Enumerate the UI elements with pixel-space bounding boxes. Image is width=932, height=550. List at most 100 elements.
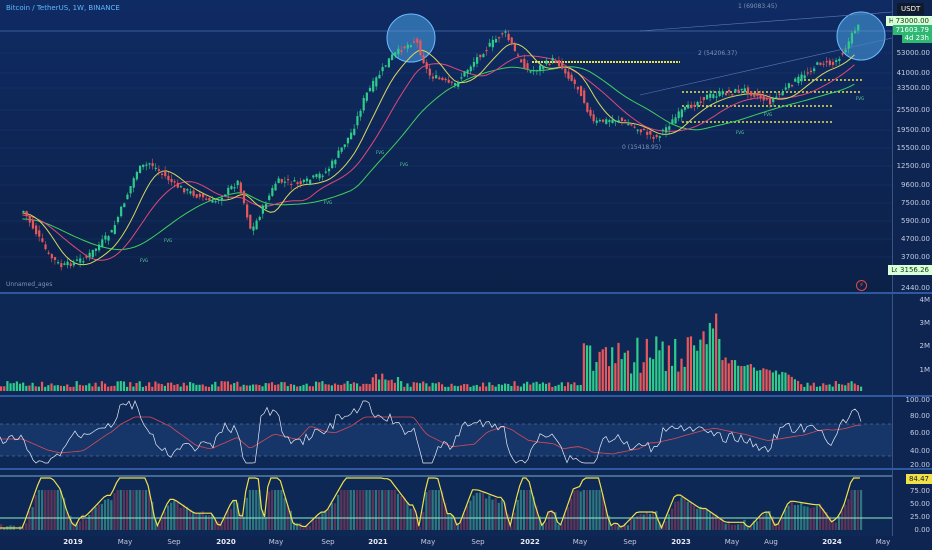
pane-separator[interactable] bbox=[0, 292, 932, 294]
time-label: 2021 bbox=[368, 538, 388, 546]
last-price-tag: 71603.79 bbox=[892, 25, 932, 35]
adx-bar bbox=[0, 524, 3, 530]
candle bbox=[283, 181, 287, 183]
adx-bar bbox=[819, 503, 822, 530]
adx-bar bbox=[437, 490, 441, 530]
volume-bar bbox=[481, 382, 485, 391]
candle bbox=[132, 178, 135, 188]
volume-bar bbox=[245, 385, 248, 391]
price-chart[interactable] bbox=[0, 0, 892, 292]
price-plot[interactable] bbox=[0, 0, 892, 292]
adx-bar bbox=[34, 494, 37, 530]
candle bbox=[765, 98, 768, 100]
price-grid bbox=[0, 52, 892, 258]
currency-button[interactable]: USDT bbox=[897, 3, 925, 15]
candle bbox=[548, 63, 551, 66]
adx-bar bbox=[270, 490, 274, 530]
volume-bar bbox=[774, 370, 778, 391]
symbol-title[interactable]: Bitcoin / TetherUS, 1W, BINANCE bbox=[6, 4, 120, 12]
volume-bar bbox=[18, 383, 22, 391]
volume-bar bbox=[844, 385, 847, 391]
rsi-pane[interactable]: 100.00 80.00 60.00 40.00 20.00 bbox=[0, 396, 932, 469]
adx-bar bbox=[198, 513, 201, 530]
adx-bar bbox=[522, 490, 526, 530]
time-label: 2020 bbox=[216, 538, 236, 546]
adx-bar bbox=[406, 502, 409, 530]
volume-bar bbox=[355, 383, 359, 391]
volume-bar bbox=[630, 373, 633, 391]
candle bbox=[661, 129, 665, 132]
volume-bar bbox=[677, 371, 680, 391]
candle bbox=[602, 119, 605, 122]
price-axis[interactable]: 53000.00 41000.00 33500.00 25500.00 1950… bbox=[892, 0, 932, 292]
adx-bar bbox=[264, 516, 267, 530]
adx-bar bbox=[431, 490, 434, 530]
pane-separator[interactable] bbox=[0, 468, 932, 470]
volume-bar bbox=[201, 384, 204, 391]
candle bbox=[302, 179, 305, 183]
rsi-band bbox=[0, 424, 892, 456]
candle bbox=[731, 94, 734, 96]
candle bbox=[157, 169, 161, 171]
candle bbox=[422, 55, 425, 64]
indicator-label[interactable]: Unnamed_ages bbox=[6, 281, 53, 288]
adx-bar bbox=[422, 512, 425, 530]
pane-separator[interactable] bbox=[0, 395, 932, 397]
adx-bar bbox=[207, 515, 211, 530]
volume-bar bbox=[815, 386, 819, 391]
candle bbox=[205, 198, 208, 200]
candle bbox=[671, 119, 674, 125]
volume-bar bbox=[185, 385, 189, 391]
candle bbox=[293, 180, 296, 182]
candle bbox=[457, 82, 460, 87]
adx-bar bbox=[434, 490, 437, 530]
volume-bar bbox=[765, 369, 768, 391]
volume-pane[interactable]: 4M 3M 2M 1M bbox=[0, 294, 932, 395]
adx-bar bbox=[78, 521, 81, 530]
adx-bar bbox=[135, 490, 138, 530]
volume-bar bbox=[289, 384, 292, 391]
volume-bar bbox=[384, 379, 387, 391]
candle bbox=[167, 175, 170, 181]
candle bbox=[192, 190, 195, 196]
price-tick: 53000.00 bbox=[896, 49, 930, 57]
candle bbox=[217, 199, 220, 201]
volume-bar bbox=[88, 383, 91, 391]
adx-axis[interactable]: 84.47 75.00 50.00 25.00 0.00 bbox=[892, 470, 932, 536]
volume-bar bbox=[418, 383, 422, 391]
candle bbox=[340, 147, 343, 152]
volume-bar bbox=[853, 383, 856, 391]
fib-line-1 bbox=[639, 11, 892, 32]
alert-icon[interactable]: ⚡ bbox=[856, 280, 867, 291]
volume-tick: 4M bbox=[919, 296, 931, 304]
ma-pink-line bbox=[22, 55, 855, 261]
adx-bar bbox=[585, 490, 589, 530]
adx-bar bbox=[560, 524, 563, 530]
candle bbox=[510, 37, 513, 45]
volume-bar bbox=[510, 386, 513, 391]
candle bbox=[318, 173, 321, 179]
volume-axis[interactable]: 4M 3M 2M 1M bbox=[892, 294, 932, 395]
ma-green-line bbox=[22, 66, 855, 251]
candle bbox=[435, 75, 438, 79]
candle bbox=[198, 193, 201, 197]
candle bbox=[759, 94, 762, 99]
time-axis[interactable]: 2019 May Sep 2020 May Sep 2021 May Sep 2… bbox=[0, 536, 932, 550]
volume-bar bbox=[390, 379, 393, 391]
price-pane[interactable]: 53000.00 41000.00 33500.00 25500.00 1950… bbox=[0, 0, 932, 292]
adx-bar bbox=[617, 526, 620, 530]
volume-bar bbox=[182, 382, 185, 391]
adx-pane[interactable]: 84.47 75.00 50.00 25.00 0.00 bbox=[0, 470, 932, 536]
adx-bar bbox=[847, 499, 850, 530]
adx-bar bbox=[655, 510, 658, 530]
candle bbox=[142, 164, 145, 168]
volume-bar bbox=[664, 370, 667, 391]
volume-bar bbox=[211, 384, 214, 391]
adx-bar bbox=[302, 528, 305, 530]
rsi-axis[interactable]: 100.00 80.00 60.00 40.00 20.00 bbox=[892, 396, 932, 469]
adx-bar bbox=[485, 498, 488, 530]
candle bbox=[816, 62, 819, 65]
candle bbox=[419, 40, 422, 56]
adx-bar bbox=[59, 490, 63, 530]
adx-bar bbox=[554, 512, 557, 530]
